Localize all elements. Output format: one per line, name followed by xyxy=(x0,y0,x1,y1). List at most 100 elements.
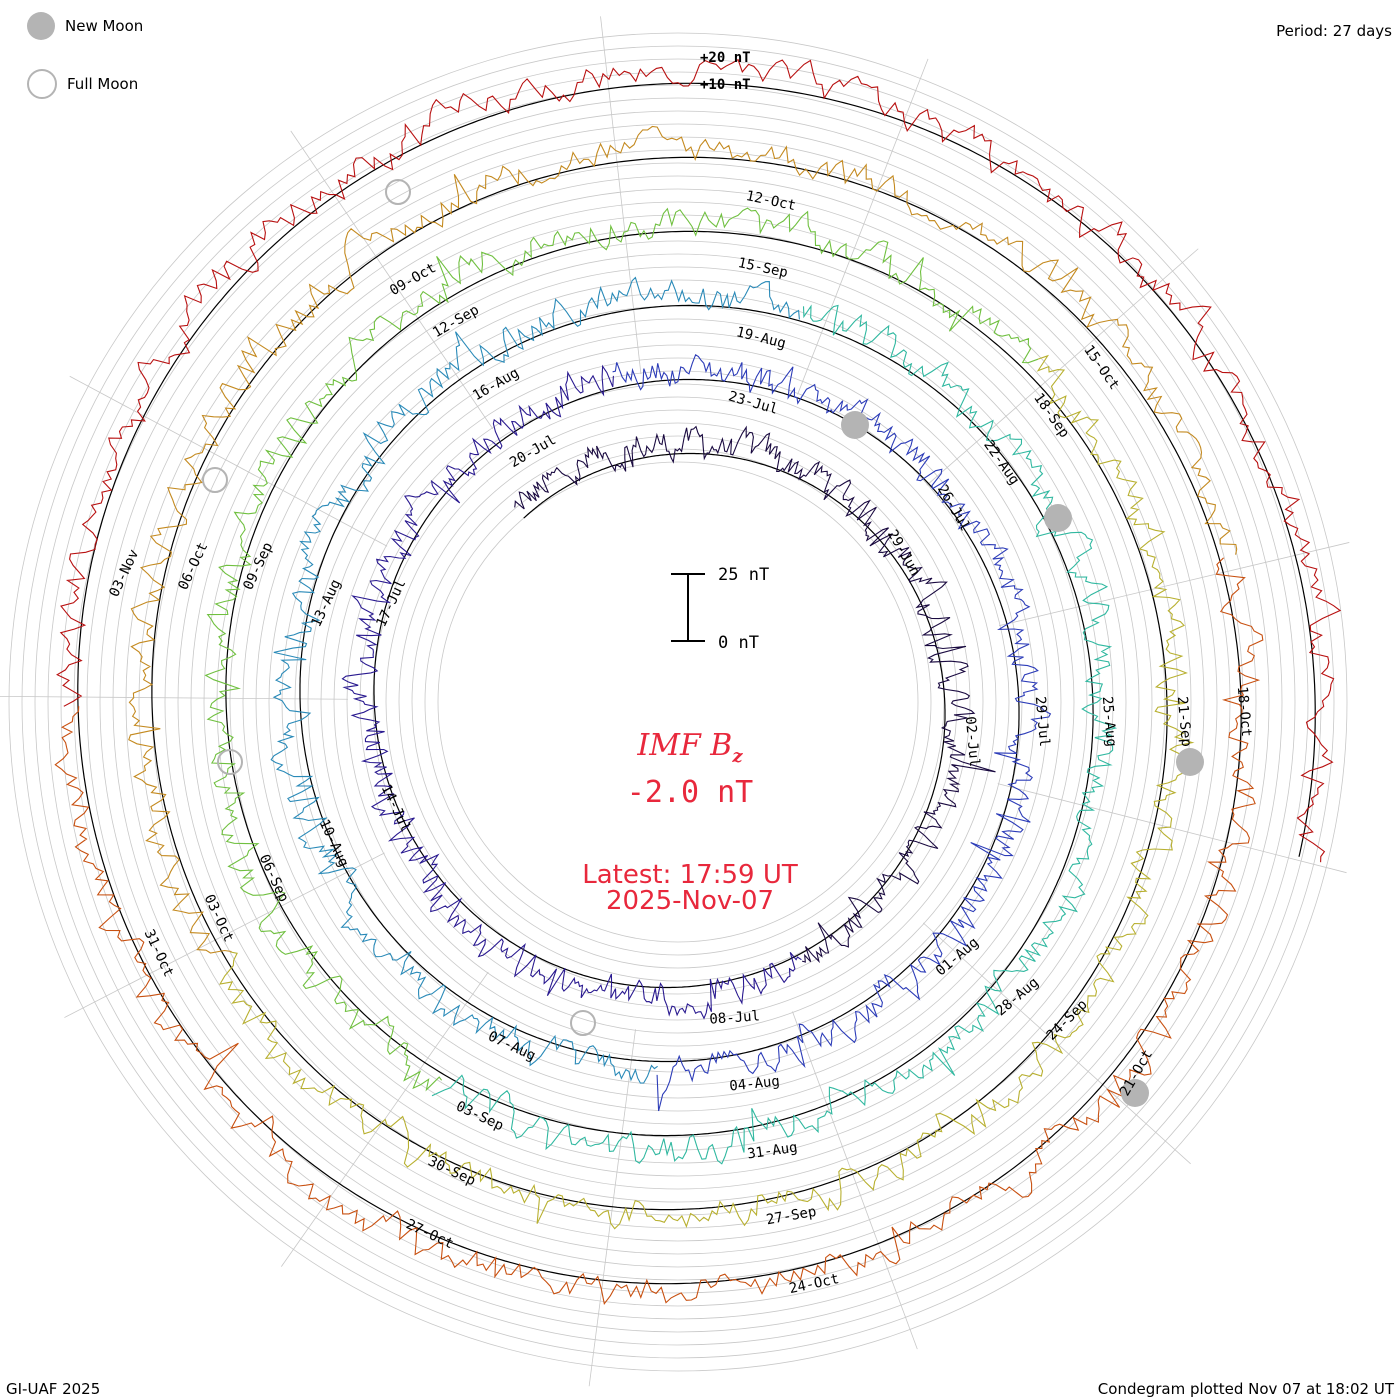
date-label: 27-Oct xyxy=(403,1216,456,1252)
grid-spoke xyxy=(792,1011,918,1350)
series-segment-0 xyxy=(514,425,996,964)
series-segment-3 xyxy=(270,276,800,1084)
legend-full-moon: Full Moon xyxy=(27,69,138,99)
grid-spoke xyxy=(290,130,494,430)
grid-spoke xyxy=(64,852,385,1018)
date-label: 31-Aug xyxy=(746,1140,798,1163)
grid-spoke xyxy=(588,1029,636,1387)
full-moon-icon xyxy=(27,69,57,99)
ring-label-layer: +20 nT +10 nT xyxy=(700,50,751,93)
series-segment-5 xyxy=(204,207,1039,1092)
grid-ring xyxy=(424,448,932,956)
grid-ring xyxy=(242,266,1114,1138)
grid-ring xyxy=(190,214,1166,1190)
legend-new-moon: New Moon xyxy=(27,12,143,40)
date-label: 21-Sep xyxy=(1174,696,1194,748)
date-label: 28-Aug xyxy=(993,975,1042,1020)
date-label: 15-Sep xyxy=(736,255,789,281)
grid-ring xyxy=(372,396,984,1008)
scale-top-label: 25 nT xyxy=(718,565,769,585)
grid-ring xyxy=(268,292,1088,1112)
full-moon-marker xyxy=(217,749,243,775)
date-label: 09-Sep xyxy=(240,540,276,593)
new-moon-marker xyxy=(1044,504,1072,532)
date-label: 24-Oct xyxy=(788,1271,841,1297)
date-label: 08-Jul xyxy=(709,1008,761,1027)
grid-ring xyxy=(60,84,1296,1320)
grid-layer xyxy=(0,16,1350,1387)
grid-ring xyxy=(411,435,945,969)
grid-ring xyxy=(21,45,1335,1359)
grid-ring xyxy=(73,97,1283,1307)
plotted-label: Condegram plotted Nov 07 at 18:02 UT xyxy=(1097,1380,1394,1398)
grid-ring xyxy=(398,422,958,982)
chart-title-main: IMF B xyxy=(637,728,733,763)
date-label: 10-Aug xyxy=(316,817,352,870)
ring-label: +20 nT xyxy=(700,50,751,66)
date-label: 18-Oct xyxy=(1234,686,1254,738)
new-moon-marker xyxy=(841,411,869,439)
legend-new-moon-label: New Moon xyxy=(65,17,144,35)
grid-ring xyxy=(177,201,1179,1203)
new-moon-marker xyxy=(1176,748,1204,776)
date-label: 06-Oct xyxy=(175,540,211,593)
full-moon-marker xyxy=(570,1010,596,1036)
latest-time: Latest: 17:59 UT xyxy=(582,860,798,890)
date-label: 03-Oct xyxy=(201,892,237,945)
grid-ring xyxy=(125,149,1231,1255)
grid-spoke xyxy=(600,16,642,375)
grid-ring xyxy=(359,383,997,1021)
current-value: -2.0 nT xyxy=(626,775,754,810)
date-label: 29-Jul xyxy=(1032,696,1052,748)
date-label: 17-Jul xyxy=(373,577,409,630)
grid-spoke xyxy=(997,783,1347,874)
date-label: 13-Aug xyxy=(308,577,344,630)
series-layer xyxy=(54,58,1342,1305)
grid-ring xyxy=(86,110,1270,1294)
grid-ring xyxy=(229,253,1127,1151)
series-segment-6 xyxy=(219,354,1195,1230)
series-segment-7 xyxy=(128,125,1238,954)
grid-ring xyxy=(99,123,1257,1281)
grid-ring xyxy=(333,357,1023,1047)
date-label: 14-Jul xyxy=(378,782,414,835)
chart-title: IMF Bz xyxy=(490,728,890,767)
grid-ring xyxy=(320,344,1036,1060)
grid-ring xyxy=(346,370,1010,1034)
grid-ring xyxy=(294,318,1062,1086)
chart-title-sub: z xyxy=(732,746,743,767)
grid-spoke xyxy=(69,375,388,547)
date-label: 25-Aug xyxy=(1099,696,1119,748)
scale-bottom-label: 0 nT xyxy=(718,633,759,653)
latest-date: 2025-Nov-07 xyxy=(605,886,775,916)
credit-label: GI-UAF 2025 xyxy=(6,1380,101,1398)
series-segment-9 xyxy=(56,58,1342,863)
new-moon-icon xyxy=(27,12,55,40)
date-label: 22-Aug xyxy=(980,437,1022,488)
grid-ring xyxy=(164,188,1192,1216)
grid-spoke xyxy=(998,542,1350,627)
grid-ring xyxy=(437,461,919,943)
grid-ring xyxy=(8,32,1348,1372)
date-label: 20-Jul xyxy=(507,432,559,471)
new-moon-marker xyxy=(1121,1079,1149,1107)
grid-ring xyxy=(112,136,1244,1268)
period-label: Period: 27 days xyxy=(1276,22,1392,40)
series-segment-2 xyxy=(612,353,1052,1112)
date-label: 31-Oct xyxy=(141,927,177,980)
series-segment-4 xyxy=(431,304,1118,1165)
full-moon-marker xyxy=(385,179,411,205)
grid-ring xyxy=(34,58,1322,1346)
grid-ring xyxy=(216,240,1140,1164)
date-label: 06-Sep xyxy=(256,852,292,905)
grid-ring xyxy=(47,71,1309,1333)
scale-bar: 25 nT 0 nT xyxy=(671,565,769,653)
date-label: 07-Aug xyxy=(485,1028,538,1064)
date-label: 12-Oct xyxy=(744,188,797,214)
date-label: 02-Jul xyxy=(962,716,982,768)
grid-ring xyxy=(203,227,1153,1177)
grid-ring xyxy=(255,279,1101,1125)
date-label: 04-Aug xyxy=(729,1073,781,1094)
legend-full-moon-label: Full Moon xyxy=(67,75,139,93)
grid-ring xyxy=(281,305,1075,1099)
